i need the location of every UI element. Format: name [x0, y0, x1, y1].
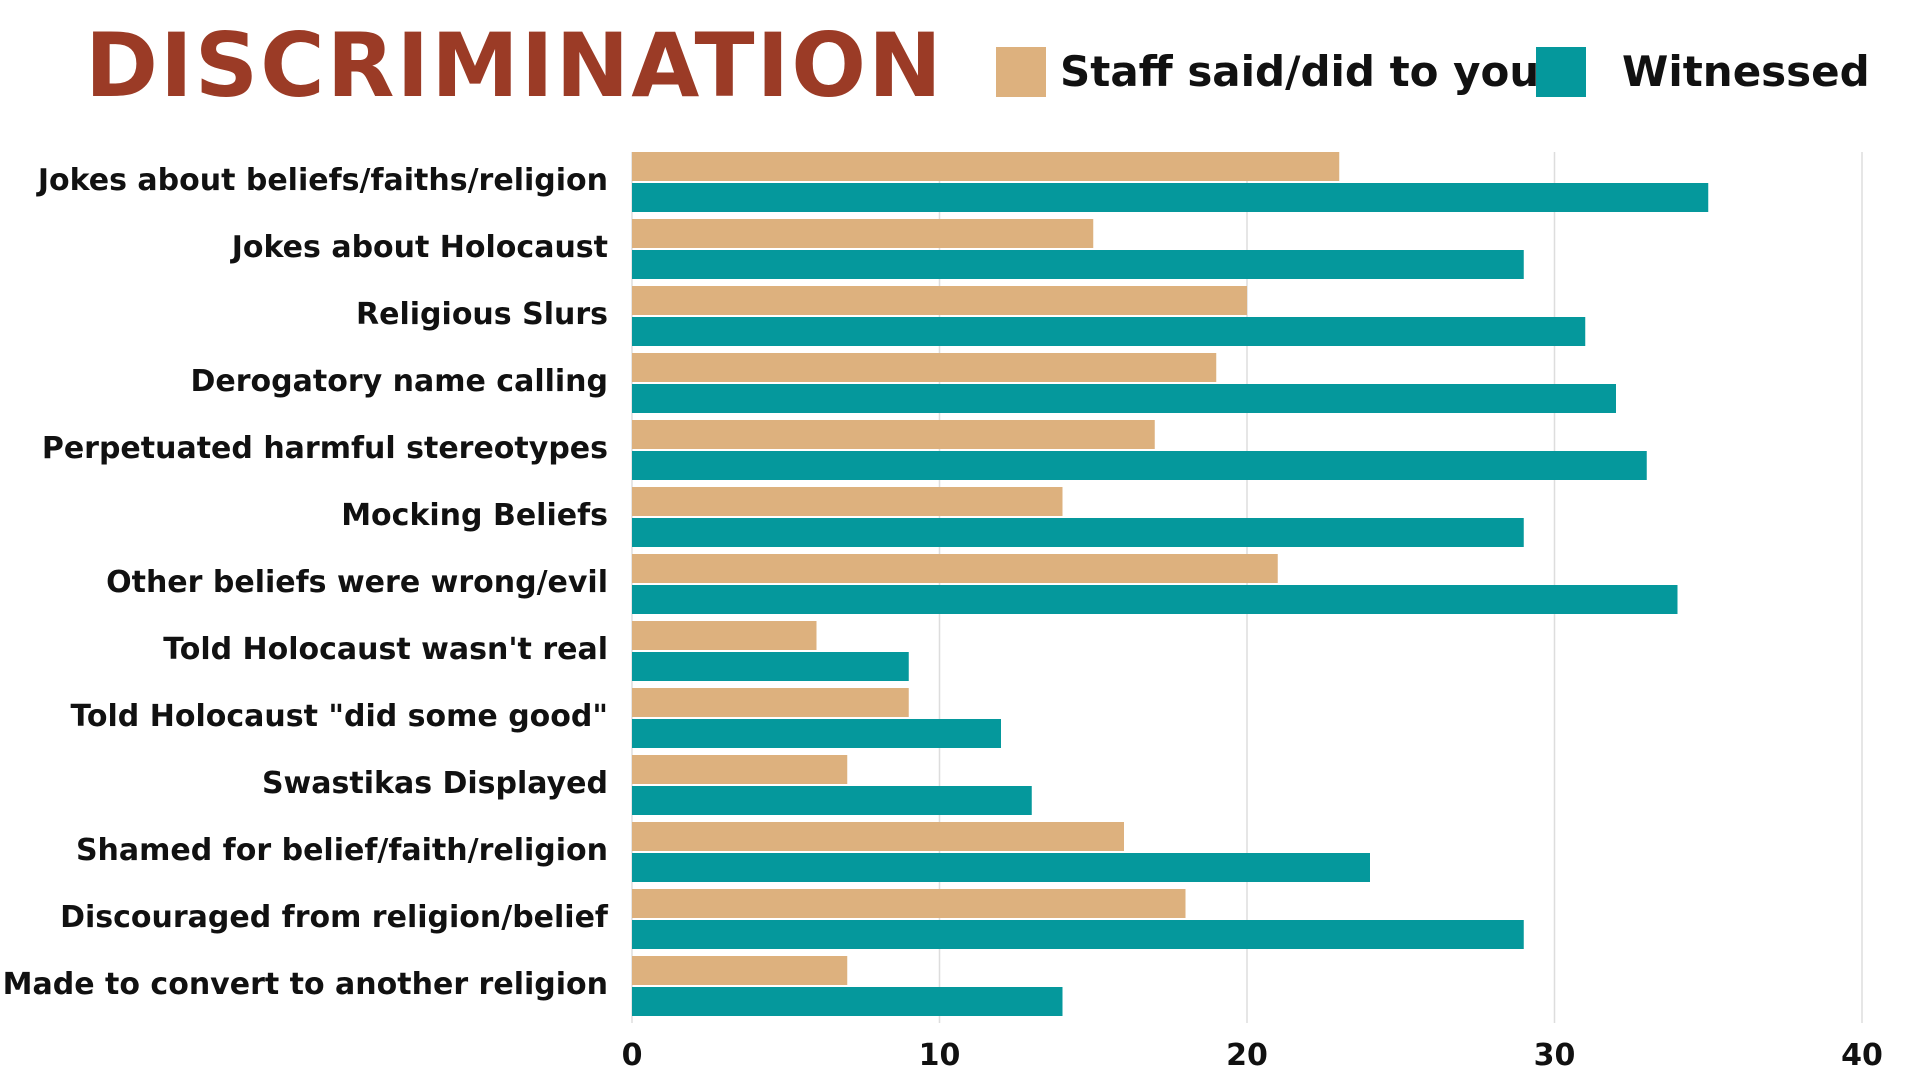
bar-staff-10 [632, 822, 1124, 851]
legend: Staff said/did to you Witnessed [996, 47, 1870, 97]
bars [632, 152, 1709, 1016]
bar-staff-2 [632, 286, 1247, 315]
category-label-2: Religious Slurs [356, 297, 608, 332]
legend-swatch-witnessed [1536, 47, 1586, 97]
bar-staff-6 [632, 554, 1278, 583]
category-label-8: Told Holocaust "did some good" [70, 699, 608, 734]
legend-label-witnessed: Witnessed [1622, 47, 1870, 96]
bar-witnessed-2 [632, 317, 1586, 346]
category-label-7: Told Holocaust wasn't real [163, 632, 608, 667]
bar-staff-8 [632, 688, 909, 717]
bar-witnessed-3 [632, 384, 1616, 413]
category-label-3: Derogatory name calling [191, 364, 608, 399]
bar-witnessed-9 [632, 786, 1032, 815]
bar-staff-3 [632, 353, 1217, 382]
category-label-5: Mocking Beliefs [341, 498, 608, 533]
bar-witnessed-10 [632, 853, 1370, 882]
category-label-11: Discouraged from religion/belief [60, 900, 609, 935]
bar-witnessed-4 [632, 451, 1647, 480]
bar-staff-9 [632, 755, 848, 784]
x-tick-label-40: 40 [1841, 1038, 1883, 1073]
category-label-1: Jokes about Holocaust [230, 230, 608, 265]
bar-witnessed-7 [632, 652, 909, 681]
bar-staff-4 [632, 420, 1155, 449]
category-label-12: Made to convert to another religion [3, 967, 608, 1002]
bar-witnessed-6 [632, 585, 1678, 614]
x-tick-label-20: 20 [1226, 1038, 1268, 1073]
bar-witnessed-1 [632, 250, 1524, 279]
x-tick-label-30: 30 [1534, 1038, 1576, 1073]
category-label-9: Swastikas Displayed [262, 766, 608, 801]
category-label-4: Perpetuated harmful stereotypes [42, 431, 608, 466]
category-labels: Jokes about beliefs/faiths/religion Jokes… [3, 163, 609, 1002]
bar-witnessed-12 [632, 987, 1063, 1016]
bar-staff-11 [632, 889, 1186, 918]
bar-witnessed-11 [632, 920, 1524, 949]
bar-witnessed-0 [632, 183, 1709, 212]
x-tick-label-10: 10 [919, 1038, 961, 1073]
bar-witnessed-5 [632, 518, 1524, 547]
bar-staff-7 [632, 621, 817, 650]
bar-staff-1 [632, 219, 1094, 248]
bar-staff-0 [632, 152, 1340, 181]
chart-title: DISCRIMINATION [85, 14, 944, 117]
legend-swatch-staff [996, 47, 1046, 97]
x-axis-ticks: 0 10 20 30 40 [622, 1038, 1883, 1073]
x-tick-label-0: 0 [622, 1038, 643, 1073]
category-label-10: Shamed for belief/faith/religion [76, 833, 608, 868]
bar-staff-5 [632, 487, 1063, 516]
bar-staff-12 [632, 956, 848, 985]
category-label-0: Jokes about beliefs/faiths/religion [36, 163, 608, 198]
bar-witnessed-8 [632, 719, 1001, 748]
legend-label-staff: Staff said/did to you [1060, 47, 1539, 96]
category-label-6: Other beliefs were wrong/evil [106, 565, 608, 600]
